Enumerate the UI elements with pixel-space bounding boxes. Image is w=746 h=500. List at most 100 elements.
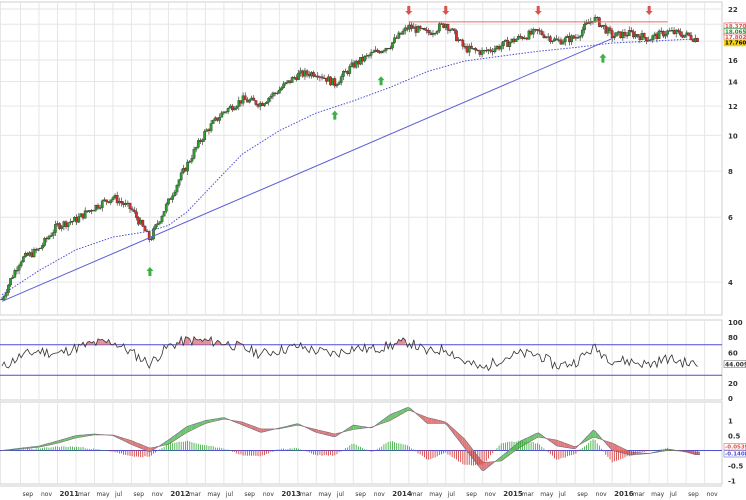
rsi-overbought-fill: [187, 337, 190, 345]
candle-up: [203, 131, 207, 141]
macd-ribbon-segment: [176, 432, 179, 440]
macd-ribbon-segment: [499, 456, 502, 462]
rsi-overbought-fill: [91, 341, 94, 345]
candle-up: [36, 248, 40, 251]
candle-up: [683, 34, 687, 38]
rsi-overbought-fill: [104, 340, 107, 345]
candle-up: [173, 191, 177, 196]
candle-up: [156, 223, 160, 225]
candle-down: [696, 38, 699, 42]
macd-ribbon-segment: [534, 433, 537, 440]
macd-value-label: -0.0539: [725, 445, 746, 451]
candle-up: [265, 102, 268, 104]
candle-down: [676, 29, 680, 32]
macd-panel: 10.50-0.5-1-0.0539-0.1408: [0, 407, 746, 486]
candle-down: [519, 35, 522, 38]
candle-up: [4, 292, 8, 297]
macd-ribbon-segment: [593, 430, 596, 438]
candle-up: [162, 211, 166, 217]
candle-up: [66, 222, 70, 228]
x-tick-label: jul: [225, 491, 233, 498]
candle-down: [231, 105, 234, 111]
macd-ribbon-segment: [185, 426, 188, 434]
macd-ribbon-segment: [490, 461, 493, 466]
macd-ribbon-segment: [420, 414, 423, 420]
candle-up: [416, 26, 420, 33]
candle-up: [2, 295, 6, 300]
candle-up: [190, 158, 194, 162]
candle-down: [542, 34, 546, 38]
macd-ribbon-segment: [135, 442, 138, 447]
candle-down: [489, 49, 492, 52]
candle-up: [109, 199, 113, 203]
macd-ribbon-segment: [130, 440, 133, 446]
candle-down: [305, 70, 309, 75]
moving-average-line: [1, 38, 696, 296]
candle-up: [282, 83, 285, 89]
macd-ribbon-segment: [527, 436, 530, 443]
macd-ribbon-segment: [207, 419, 210, 424]
candle-up: [290, 77, 294, 83]
price-badge-label: 18.065: [725, 30, 746, 36]
macd-ribbon-segment: [335, 433, 338, 437]
candle-up: [433, 32, 437, 35]
macd-ribbon-segment: [137, 442, 140, 448]
macd-ribbon-segment: [540, 434, 543, 438]
candle-up: [583, 23, 586, 31]
candle-up: [201, 139, 204, 142]
macd-ribbon-segment: [145, 446, 149, 452]
price-badge-label: 17.760: [725, 41, 746, 47]
macd-ribbon-segment: [174, 434, 177, 441]
macd-ribbon-segment: [257, 427, 260, 432]
candle-up: [47, 236, 51, 240]
macd-ribbon-segment: [148, 447, 151, 452]
macd-ribbon-segment: [390, 413, 393, 421]
macd-ribbon-segment: [427, 417, 430, 424]
candle-up: [51, 232, 55, 236]
macd-ribbon-segment: [614, 444, 618, 452]
macd-ribbon-segment: [209, 419, 212, 423]
candle-up: [674, 29, 678, 34]
candle-up: [164, 203, 168, 212]
candle-down: [644, 37, 648, 42]
macd-ribbon-segment: [311, 428, 314, 432]
macd-ribbon-segment: [536, 432, 539, 439]
candle-up: [284, 82, 288, 85]
candle-up: [224, 111, 228, 113]
candle-down: [115, 195, 119, 204]
macd-ribbon-segment: [187, 425, 190, 433]
macd-ribbon-segment: [152, 447, 155, 451]
macd-ribbon-segment: [560, 441, 563, 447]
candle-up: [15, 270, 19, 272]
candle-up: [269, 96, 273, 99]
candle-up: [666, 30, 669, 35]
candle-down: [679, 31, 682, 36]
macd-ribbon-segment: [429, 418, 432, 424]
candle-down: [461, 39, 465, 47]
candle-up: [664, 34, 667, 37]
rsi-overbought-fill: [89, 341, 92, 345]
macd-ribbon-segment: [318, 429, 321, 434]
candle-up: [563, 37, 567, 43]
macd-ribbon-segment: [606, 441, 609, 447]
candle-down: [135, 211, 138, 218]
price-panel: 4681012141618202218.37018.06517.80217.76…: [0, 6, 746, 302]
buy-arrow-marker: [146, 267, 154, 277]
candle-up: [448, 29, 452, 32]
candle-up: [401, 30, 405, 35]
macd-ribbon-segment: [172, 435, 175, 443]
candle-up: [209, 123, 213, 132]
macd-ribbon-segment: [324, 431, 328, 436]
candle-up: [657, 30, 661, 39]
candle-down: [376, 49, 379, 52]
candle-down: [587, 22, 591, 24]
candle-up: [493, 48, 497, 53]
x-tick-label: nov: [152, 491, 163, 498]
candle-up: [380, 50, 384, 54]
macd-value-badge: [723, 443, 746, 451]
candle-down: [623, 32, 627, 36]
macd-signal-line: [1, 410, 700, 463]
support-trendline: [1, 38, 613, 302]
x-tick-label: mar: [633, 491, 646, 498]
candle-down: [105, 199, 108, 202]
